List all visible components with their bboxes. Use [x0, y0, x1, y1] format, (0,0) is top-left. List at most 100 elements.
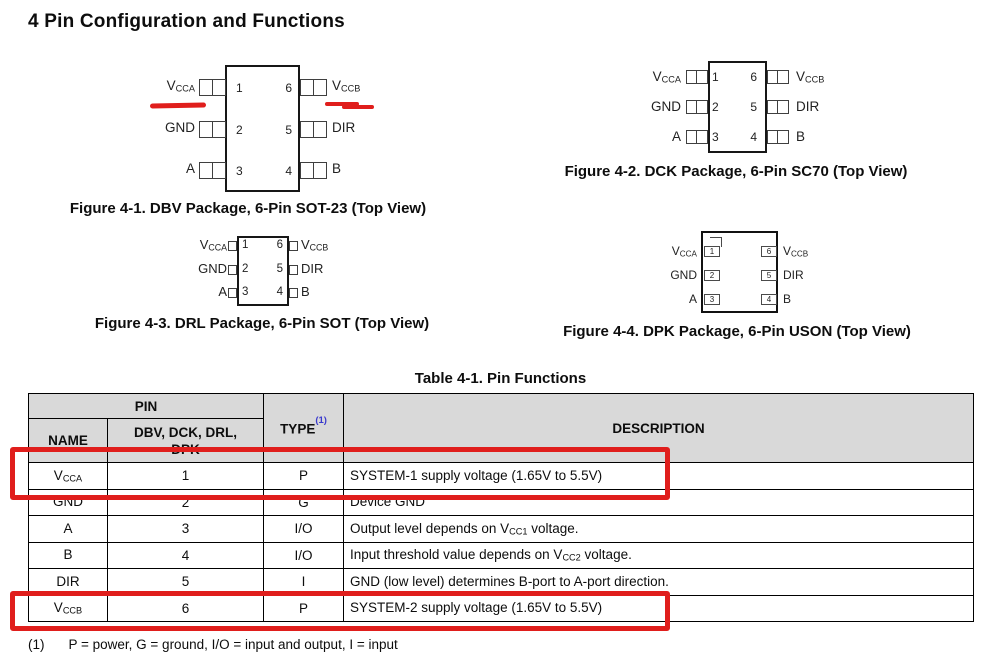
drl-pin-pad-5	[289, 265, 298, 275]
dck-pin-label-vccb: VCCB	[796, 69, 825, 85]
table-row-dir: DIR 5 I GND (low level) determines B-por…	[28, 568, 975, 596]
annotation-underline-vccb	[325, 102, 359, 106]
col-header-pin-group: PIN	[27, 393, 265, 419]
dpk-pin1-notch	[710, 237, 722, 247]
drl-package-body	[237, 236, 289, 306]
dck-pin-pad-5	[767, 100, 789, 114]
dbv-pin-label-vcca: VCCA	[166, 78, 195, 94]
figure-dck-diagram: 1 2 3 6 5 4 VCCA GND A VCCB DIR B	[620, 55, 950, 165]
drl-pin-number-3: 3	[242, 286, 249, 298]
dbv-pin-label-gnd: GND	[165, 120, 195, 135]
dpk-pin-label-vccb: VCCB	[783, 244, 809, 259]
dbv-pin-number-4: 4	[285, 164, 292, 178]
annotation-box-vccb-row	[10, 591, 670, 631]
cell-type: I/O	[263, 541, 345, 569]
figure-drl-diagram: 1 2 3 6 5 4 VCCA GND A VCCB DIR B	[180, 230, 400, 316]
cell-description: Device GND	[343, 488, 975, 516]
drl-pin-pad-6	[289, 241, 298, 251]
dpk-pin-pad-4: 4	[761, 294, 777, 305]
cell-name: B	[28, 541, 108, 569]
drl-pin-label-a: A	[218, 284, 227, 299]
cell-name: A	[28, 515, 108, 543]
dck-pin-pad-4	[767, 130, 789, 144]
dbv-pin-number-5: 5	[285, 123, 292, 137]
table-row-b: B 4 I/O Input threshold value depends on…	[28, 541, 975, 569]
dpk-pin-pad-1: 1	[704, 246, 720, 257]
col-header-packages: DBV, DCK, DRL, DPK	[106, 418, 265, 463]
drl-pin-number-2: 2	[242, 263, 249, 275]
dbv-pin-pad-4	[300, 162, 327, 179]
annotation-box-vcca-row	[10, 447, 670, 500]
cell-type: I/O	[263, 515, 345, 543]
cell-pin: 3	[106, 515, 265, 543]
drl-pin-label-b: B	[301, 284, 310, 299]
dpk-pin-label-b: B	[783, 292, 792, 306]
drl-pin-label-vcca: VCCA	[199, 237, 227, 253]
figure-caption-drl: Figure 4-3. DRL Package, 6-Pin SOT (Top …	[94, 315, 430, 332]
drl-pin-number-6: 6	[276, 239, 283, 251]
drl-pin-number-5: 5	[276, 263, 283, 275]
dck-pin-label-dir: DIR	[796, 99, 820, 114]
dbv-pin-label-dir: DIR	[332, 120, 356, 135]
drl-pin-label-dir: DIR	[301, 261, 324, 276]
cell-description: GND (low level) determines B-port to A-p…	[343, 568, 975, 596]
annotation-underline-vccb-2	[342, 105, 374, 109]
figure-dbv-diagram: 1 2 3 6 5 4 VCCA GND A VCCB DIR B	[140, 60, 400, 195]
dpk-pin-label-a: A	[688, 292, 697, 306]
dck-pin-pad-3	[686, 130, 708, 144]
dbv-pin-number-3: 3	[236, 164, 243, 178]
figure-caption-dbv: Figure 4-1. DBV Package, 6-Pin SOT-23 (T…	[69, 200, 427, 217]
dck-pin-number-1: 1	[712, 70, 719, 84]
dbv-pin-label-vccb: VCCB	[332, 78, 361, 94]
drl-pin-number-1: 1	[242, 239, 249, 251]
dpk-pin-pad-2: 2	[704, 270, 720, 281]
drl-pin-pad-1	[228, 241, 237, 251]
dbv-pin-number-1: 1	[236, 81, 243, 95]
dck-pin-pad-2	[686, 100, 708, 114]
figure-dpk-diagram: 1 2 3 6 5 4 VCCA GND A VCCB DIR B	[630, 228, 960, 324]
dbv-pin-label-a: A	[185, 161, 195, 176]
dck-pin-number-5: 5	[750, 100, 757, 114]
footnote: (1) P = power, G = ground, I/O = input an…	[28, 637, 398, 652]
dck-pin-pad-1	[686, 70, 708, 84]
dck-package-body	[708, 61, 767, 153]
pin-functions-table: PIN TYPE(1) DESCRIPTION NAME DBV, DCK, D…	[27, 393, 975, 622]
table-title: Table 4-1. Pin Functions	[414, 370, 587, 387]
figure-caption-dck: Figure 4-2. DCK Package, 6-Pin SC70 (Top…	[564, 163, 908, 180]
cell-description: Output level depends on VCC1 voltage.	[343, 515, 975, 543]
dbv-package-body	[225, 65, 300, 192]
dpk-pin-pad-5: 5	[761, 270, 777, 281]
dck-pin-number-3: 3	[712, 130, 719, 144]
cell-pin: 4	[106, 541, 265, 569]
dck-pin-label-b: B	[796, 129, 806, 144]
dbv-pin-number-6: 6	[285, 81, 292, 95]
dck-pin-pad-6	[767, 70, 789, 84]
dbv-pin-pad-1	[199, 79, 226, 96]
dck-pin-label-a: A	[671, 129, 681, 144]
annotation-underline-vcca	[149, 102, 207, 109]
dbv-pin-pad-5	[300, 121, 327, 138]
type-footnote-ref: (1)	[315, 414, 327, 426]
footnote-text: P = power, G = ground, I/O = input and o…	[68, 637, 398, 652]
cell-name: DIR	[28, 568, 108, 596]
figure-caption-dpk: Figure 4-4. DPK Package, 6-Pin USON (Top…	[563, 323, 911, 340]
table-row-a: A 3 I/O Output level depends on VCC1 vol…	[28, 515, 975, 543]
table-row-vcca: VCCA 1 P SYSTEM-1 supply voltage (1.65V …	[28, 462, 975, 490]
drl-pin-number-4: 4	[276, 286, 283, 298]
dpk-pin-pad-6: 6	[761, 246, 777, 257]
page-title: 4 Pin Configuration and Functions	[28, 11, 345, 32]
cell-pin: 5	[106, 568, 265, 596]
col-header-name: NAME	[28, 418, 108, 463]
dbv-pin-label-b: B	[332, 161, 342, 176]
cell-name: VCCA	[28, 462, 108, 490]
dbv-pin-pad-3	[199, 162, 226, 179]
cell-pin: 1	[106, 462, 265, 490]
dck-pin-number-6: 6	[750, 70, 757, 84]
dbv-pin-pad-2	[199, 121, 226, 138]
drl-pin-label-vccb: VCCB	[301, 237, 329, 253]
drl-pin-pad-2	[228, 265, 237, 275]
cell-description: SYSTEM-1 supply voltage (1.65V to 5.5V)	[343, 462, 975, 490]
dpk-pin-label-gnd: GND	[670, 268, 697, 282]
drl-pin-label-gnd: GND	[198, 261, 227, 276]
